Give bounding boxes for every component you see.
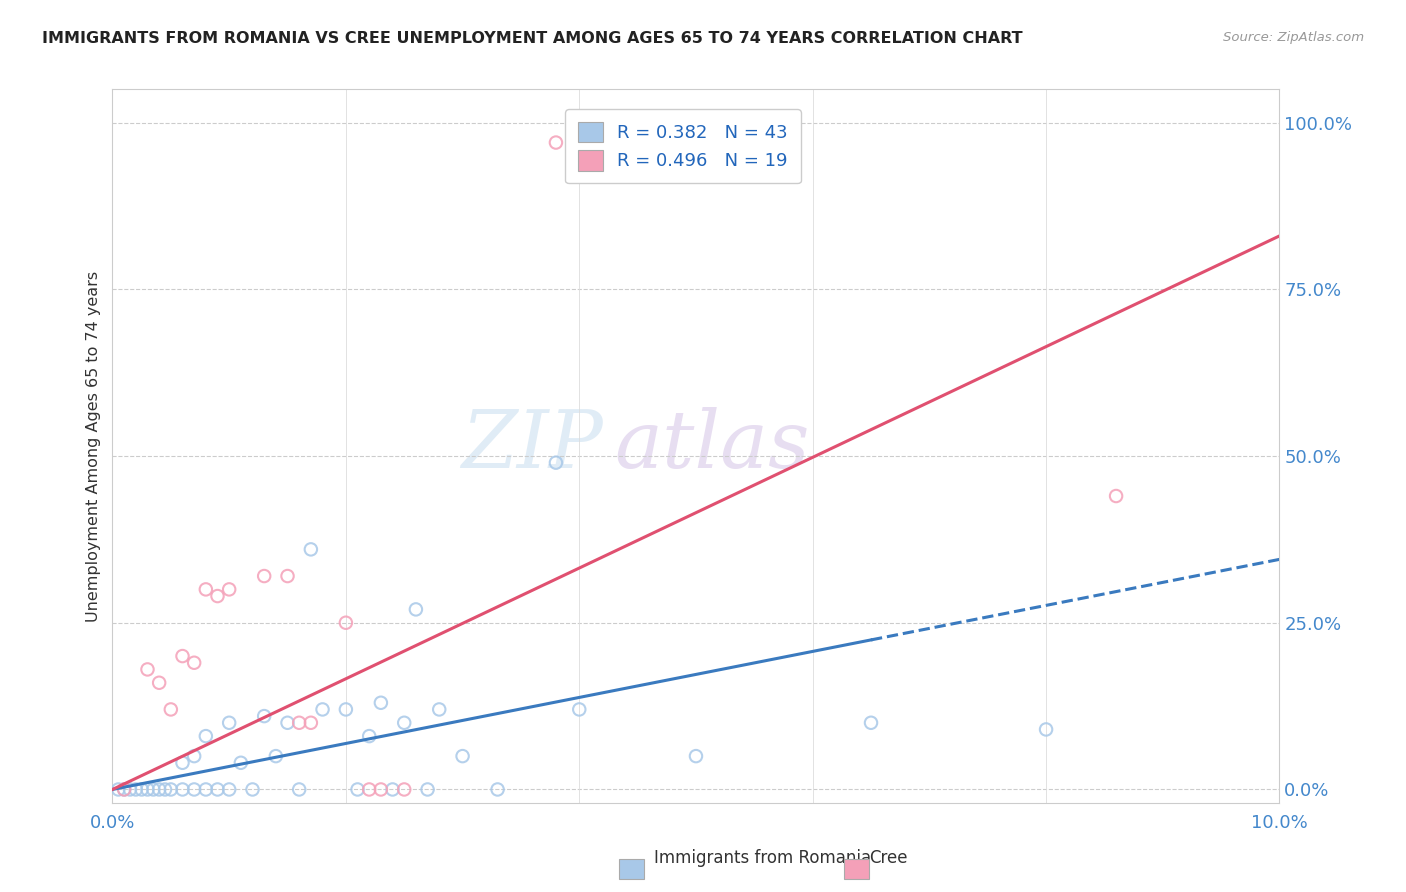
Text: Immigrants from Romania: Immigrants from Romania — [654, 849, 870, 867]
Point — [276, 569, 298, 583]
Point — [335, 615, 357, 630]
Point — [335, 702, 357, 716]
Point — [194, 782, 217, 797]
Point — [253, 709, 276, 723]
Point — [148, 675, 170, 690]
Point — [288, 782, 311, 797]
Legend: R = 0.382   N = 43, R = 0.496   N = 19: R = 0.382 N = 43, R = 0.496 N = 19 — [565, 109, 800, 183]
Point — [859, 715, 883, 730]
Point — [194, 582, 217, 597]
Point — [264, 749, 287, 764]
Point — [451, 749, 474, 764]
Point — [311, 702, 333, 716]
Point — [207, 589, 229, 603]
Text: ZIP: ZIP — [461, 408, 603, 484]
Point — [392, 782, 416, 797]
Point — [107, 782, 129, 797]
Point — [207, 782, 229, 797]
Point — [405, 602, 427, 616]
Point — [131, 782, 153, 797]
Point — [685, 749, 707, 764]
Point — [1105, 489, 1128, 503]
Point — [427, 702, 450, 716]
Point — [568, 702, 591, 716]
Point — [359, 729, 381, 743]
Point — [112, 782, 135, 797]
Point — [194, 729, 217, 743]
Point — [142, 782, 165, 797]
Y-axis label: Unemployment Among Ages 65 to 74 years: Unemployment Among Ages 65 to 74 years — [86, 270, 101, 622]
Point — [288, 715, 311, 730]
Point — [172, 782, 194, 797]
Point — [218, 582, 240, 597]
Point — [242, 782, 264, 797]
Point — [183, 749, 205, 764]
Point — [148, 782, 170, 797]
Point — [486, 782, 509, 797]
Point — [370, 696, 392, 710]
Point — [1035, 723, 1057, 737]
Point — [160, 702, 183, 716]
Point — [229, 756, 252, 770]
Point — [172, 756, 194, 770]
Point — [276, 715, 298, 730]
Point — [118, 782, 141, 797]
Point — [153, 782, 176, 797]
Point — [218, 782, 240, 797]
Text: atlas: atlas — [614, 408, 810, 484]
Point — [392, 715, 416, 730]
Point — [346, 782, 368, 797]
Point — [136, 662, 159, 676]
Text: IMMIGRANTS FROM ROMANIA VS CREE UNEMPLOYMENT AMONG AGES 65 TO 74 YEARS CORRELATI: IMMIGRANTS FROM ROMANIA VS CREE UNEMPLOY… — [42, 31, 1022, 46]
Point — [125, 782, 148, 797]
Text: Cree: Cree — [869, 849, 907, 867]
Point — [136, 782, 159, 797]
Point — [160, 782, 183, 797]
Point — [359, 782, 381, 797]
Point — [253, 569, 276, 583]
Point — [381, 782, 404, 797]
Point — [183, 656, 205, 670]
Point — [172, 649, 194, 664]
Point — [299, 542, 322, 557]
Point — [416, 782, 439, 797]
Point — [183, 782, 205, 797]
Point — [544, 136, 567, 150]
Point — [544, 456, 567, 470]
Text: Source: ZipAtlas.com: Source: ZipAtlas.com — [1223, 31, 1364, 45]
Point — [299, 715, 322, 730]
Point — [218, 715, 240, 730]
Point — [370, 782, 392, 797]
Point — [112, 782, 135, 797]
